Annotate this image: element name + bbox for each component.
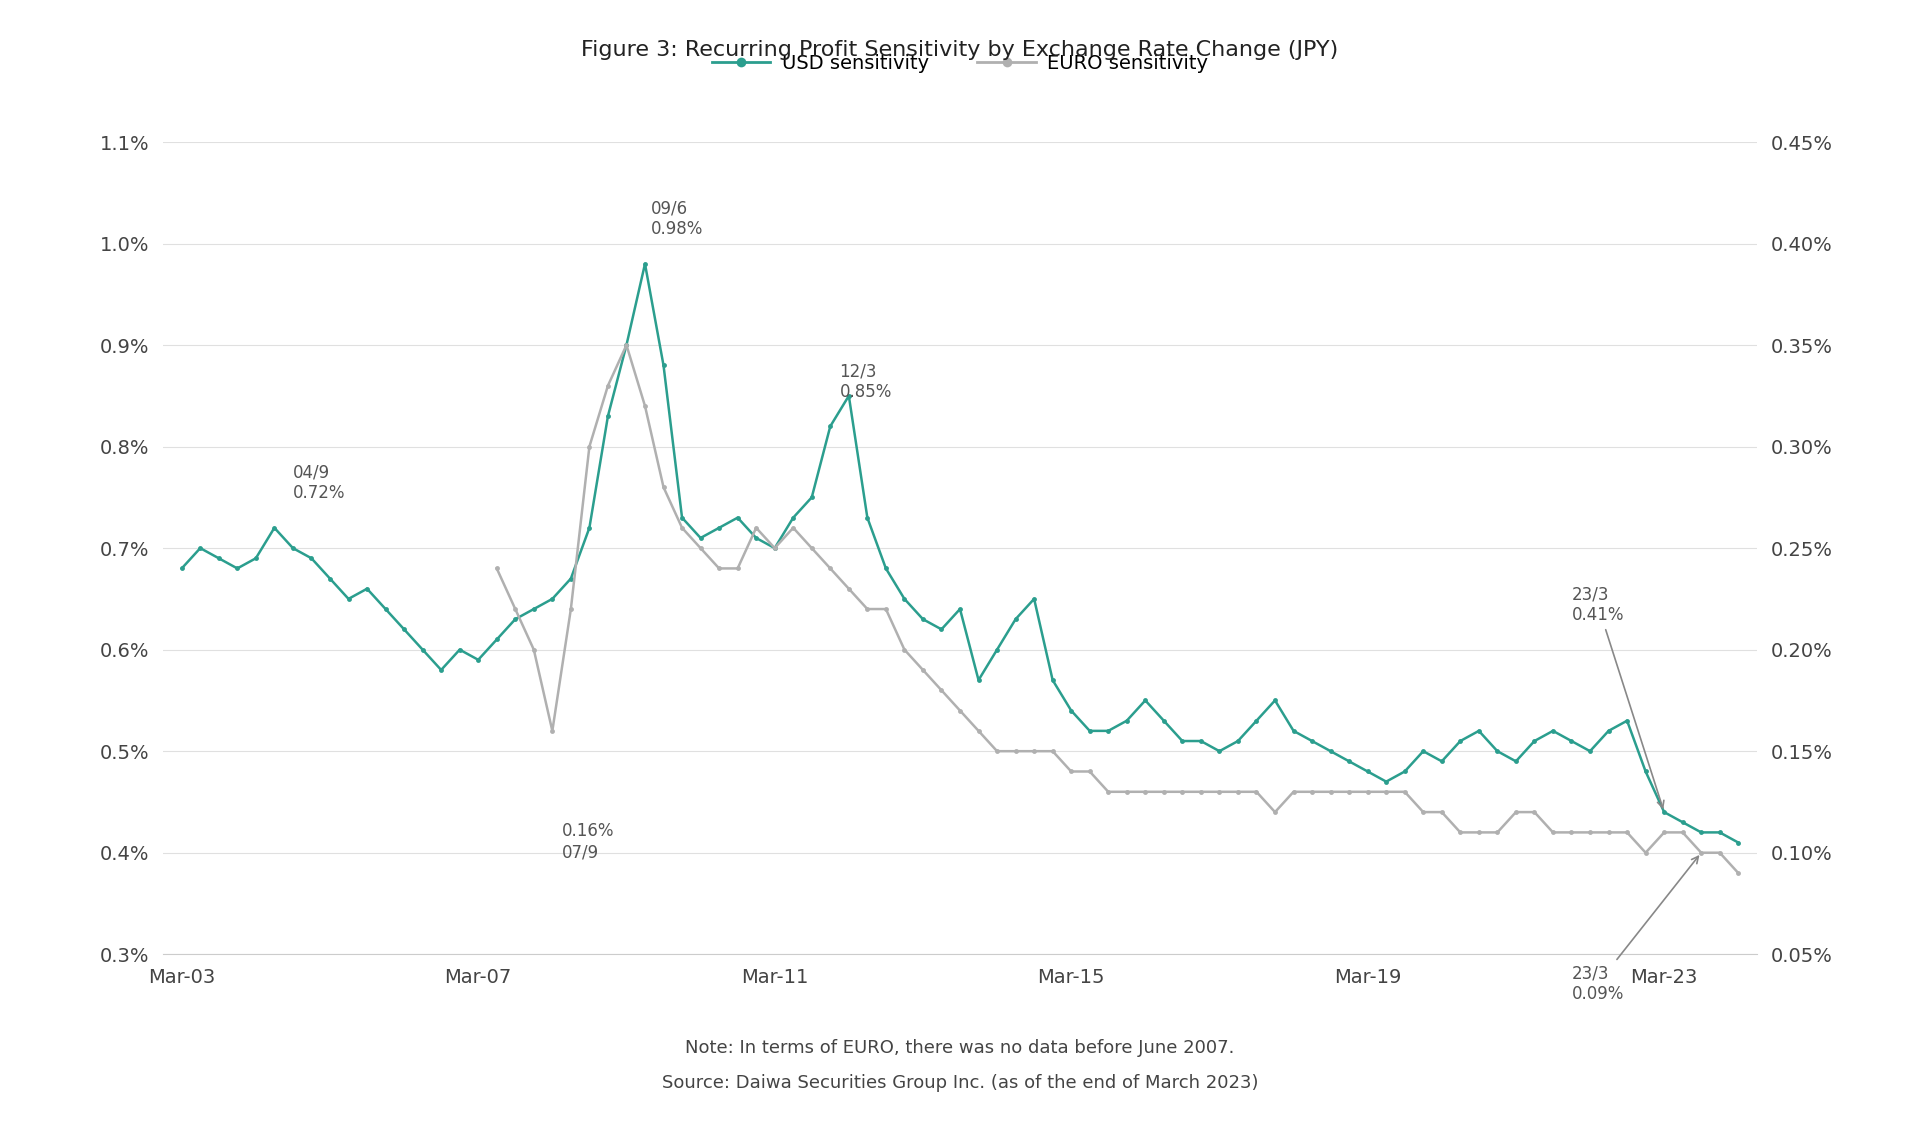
Text: 12/3
0.85%: 12/3 0.85% [839,362,893,401]
Text: 23/3
0.41%: 23/3 0.41% [1571,585,1665,808]
Legend: USD sensitivity, EURO sensitivity: USD sensitivity, EURO sensitivity [705,47,1215,81]
Text: Source: Daiwa Securities Group Inc. (as of the end of March 2023): Source: Daiwa Securities Group Inc. (as … [662,1074,1258,1092]
Text: Figure 3: Recurring Profit Sensitivity by Exchange Rate Change (JPY): Figure 3: Recurring Profit Sensitivity b… [582,40,1338,60]
Text: Note: In terms of EURO, there was no data before June 2007.: Note: In terms of EURO, there was no dat… [685,1039,1235,1058]
Text: 04/9
0.72%: 04/9 0.72% [294,463,346,502]
Text: 23/3
0.09%: 23/3 0.09% [1571,857,1699,1003]
Text: 0.16%
07/9: 0.16% 07/9 [563,822,614,861]
Text: 09/6
0.98%: 09/6 0.98% [651,200,703,239]
